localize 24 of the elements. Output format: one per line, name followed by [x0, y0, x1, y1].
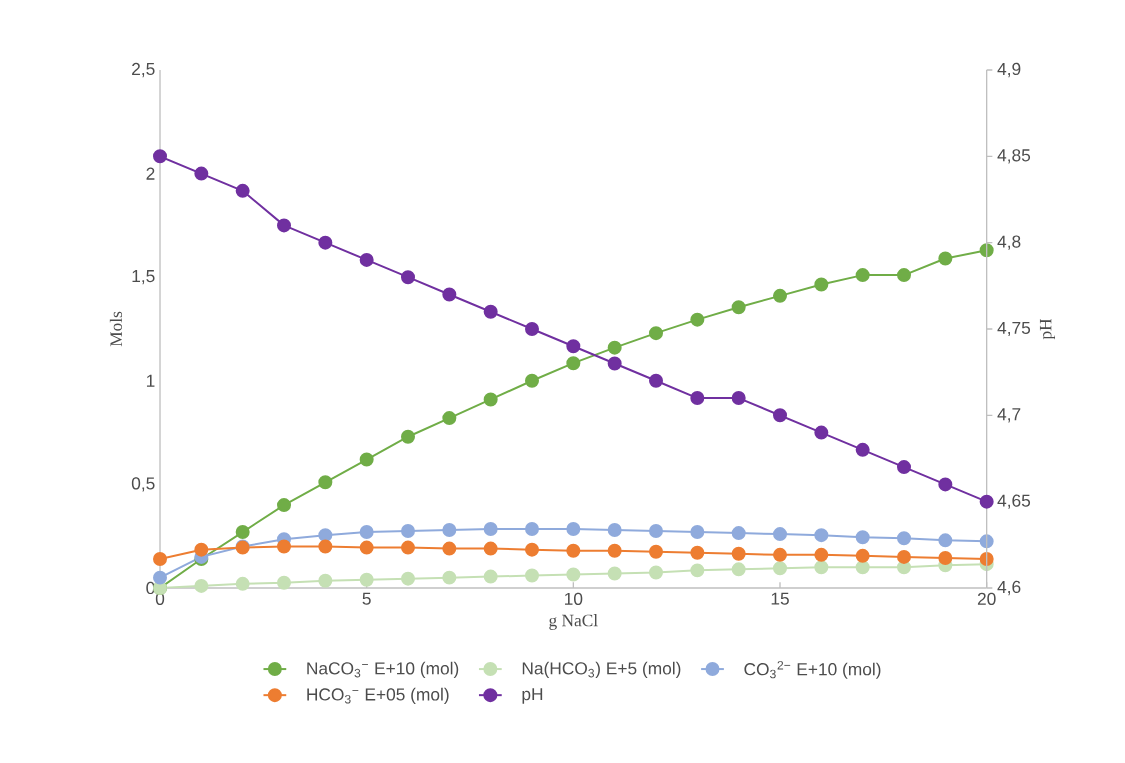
x-tick-label: 10 [565, 592, 583, 605]
y-axis-title: Mols [109, 311, 123, 347]
x-tick-label: 20 [977, 592, 996, 605]
y2-tick-label: 4,7 [997, 408, 1021, 423]
y-tick-label: 2 [146, 167, 155, 180]
legend-label: NaCO$_{3}$$^{−}$ E+10 (mol) [307, 661, 459, 678]
y2-tick-label: 4,85 [997, 149, 1031, 164]
legend-label: CO$_{3}$$^{2−}$ E+10 (mol) [744, 660, 881, 679]
y-tick-label: 1,5 [132, 270, 155, 285]
y2-tick-label: 4,9 [997, 62, 1021, 78]
legend-label: pH [522, 688, 543, 704]
y2-tick-label: 4,65 [997, 494, 1031, 509]
x-tick-label: 15 [771, 592, 789, 605]
y2-tick-label: 4,8 [997, 235, 1021, 250]
x-tick-label: 5 [362, 592, 371, 605]
y2-axis-title: pH [1039, 318, 1055, 340]
legend-label: HCO$_{3}$$^{−}$ E+05 (mol) [307, 687, 449, 705]
y-tick-label: 2,5 [132, 62, 155, 78]
legend-label: Na(HCO$_{3}$) E+5 (mol) [522, 661, 681, 678]
y-tick-label: 1 [146, 374, 155, 387]
y-tick-label: 0,5 [131, 477, 155, 492]
x-axis-title: g NaCl [549, 614, 598, 630]
y2-tick-label: 4,75 [997, 321, 1031, 337]
y2-tick-label: 4,6 [997, 580, 1021, 596]
